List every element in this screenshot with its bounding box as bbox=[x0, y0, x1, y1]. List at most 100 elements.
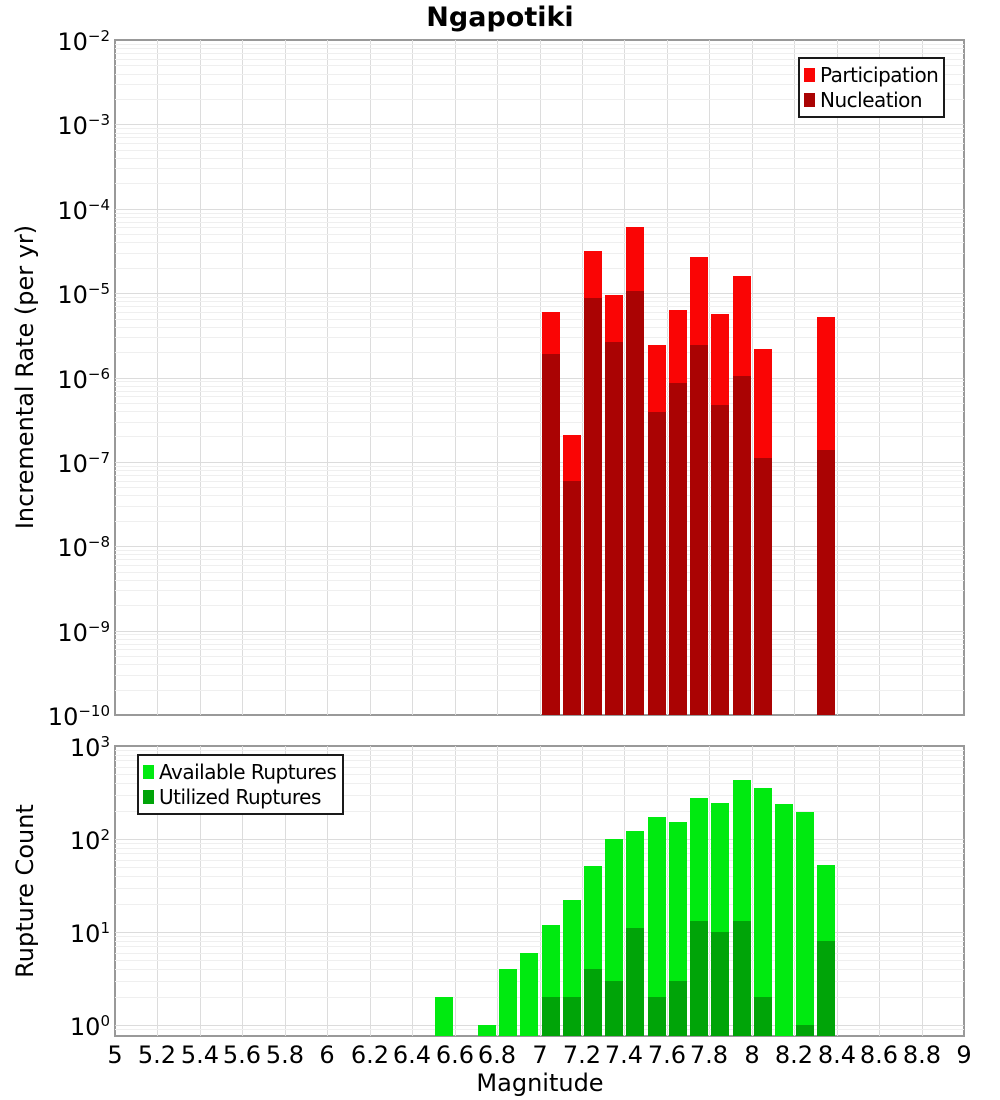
gridline-minor bbox=[115, 422, 964, 423]
gridline-minor bbox=[115, 941, 964, 942]
gridline-minor bbox=[115, 867, 964, 868]
gridline-minor bbox=[115, 981, 964, 982]
gridline-major bbox=[115, 932, 964, 933]
gridline-minor bbox=[115, 572, 964, 573]
gridline-major bbox=[115, 631, 964, 632]
utilized-bar-m8.0 bbox=[754, 997, 772, 1036]
available-bar-m6.5 bbox=[435, 997, 453, 1036]
gridline-minor bbox=[115, 48, 964, 49]
gridline-vertical bbox=[455, 40, 456, 715]
ytick-label-1e-3: 10−3 bbox=[57, 111, 110, 140]
xtick-label-6: 6 bbox=[319, 1041, 335, 1069]
gridline-minor bbox=[115, 466, 964, 467]
gridline-minor bbox=[115, 312, 964, 313]
gridline-minor bbox=[115, 168, 964, 169]
gridline-minor bbox=[115, 128, 964, 129]
gridline-vertical bbox=[242, 746, 243, 1036]
gridline-minor bbox=[115, 222, 964, 223]
gridline-minor bbox=[115, 656, 964, 657]
y-axis-title-count: Rupture Count bbox=[11, 804, 39, 978]
gridline-major bbox=[115, 124, 964, 125]
gridline-minor bbox=[115, 143, 964, 144]
xtick-label-6.4: 6.4 bbox=[392, 1041, 432, 1069]
gridline-major bbox=[115, 293, 964, 294]
y-axis-title-rate: Incremental Rate (per yr) bbox=[11, 224, 39, 530]
xtick-label-5.8: 5.8 bbox=[265, 1041, 305, 1069]
gridline-vertical bbox=[285, 40, 286, 715]
gridline-minor bbox=[115, 675, 964, 676]
gridline-vertical bbox=[794, 746, 795, 1036]
ytick-label-1e-4: 10−4 bbox=[57, 196, 110, 225]
gridline-minor bbox=[115, 639, 964, 640]
available-bar-m8.1 bbox=[775, 804, 793, 1036]
xtick-label-6.6: 6.6 bbox=[435, 1041, 475, 1069]
gridline-minor bbox=[115, 234, 964, 235]
x-axis-title: Magnitude bbox=[476, 1069, 604, 1097]
legend-label-utilized: Utilized Ruptures bbox=[159, 784, 321, 809]
gridline-major bbox=[115, 839, 964, 840]
gridline-minor bbox=[115, 946, 964, 947]
gridline-minor bbox=[115, 521, 964, 522]
gridline-minor bbox=[115, 848, 964, 849]
gridline-minor bbox=[115, 301, 964, 302]
xtick-label-5.2: 5.2 bbox=[137, 1041, 177, 1069]
gridline-vertical bbox=[327, 746, 328, 1036]
gridline-vertical bbox=[582, 746, 583, 1036]
gridline-vertical bbox=[497, 746, 498, 1036]
gridline-vertical bbox=[412, 40, 413, 715]
gridline-minor bbox=[115, 783, 964, 784]
gridline-major bbox=[115, 209, 964, 210]
gridline-vertical bbox=[794, 40, 795, 715]
gridline-minor bbox=[115, 506, 964, 507]
gridline-minor bbox=[115, 386, 964, 387]
gridline-minor bbox=[115, 396, 964, 397]
available-bar-m6.7 bbox=[478, 1025, 496, 1036]
gridline-minor bbox=[115, 843, 964, 844]
utilized-bar-m7.4 bbox=[626, 928, 644, 1036]
xtick-label-8.2: 8.2 bbox=[774, 1041, 814, 1069]
utilized-bar-m7.0 bbox=[542, 997, 560, 1036]
nucleation-bar-m7.7 bbox=[690, 345, 708, 715]
xtick-label-7.8: 7.8 bbox=[689, 1041, 729, 1069]
utilized-bar-m7.6 bbox=[669, 981, 687, 1036]
legend-item-utilized: Utilized Ruptures bbox=[143, 787, 338, 807]
utilized-bar-m8.2 bbox=[796, 1025, 814, 1036]
gridline-minor bbox=[115, 755, 964, 756]
ytick-label-1e3: 103 bbox=[69, 733, 110, 762]
gridline-minor bbox=[115, 306, 964, 307]
utilized-swatch-icon bbox=[143, 789, 154, 804]
gridline-vertical bbox=[370, 746, 371, 1036]
utilized-bar-m7.8 bbox=[711, 932, 729, 1036]
available-bar-m6.9 bbox=[520, 953, 538, 1036]
gridline-minor bbox=[115, 888, 964, 889]
nucleation-bar-m7.4 bbox=[626, 291, 644, 715]
gridline-vertical bbox=[624, 746, 625, 1036]
gridline-minor bbox=[115, 470, 964, 471]
legend-item-nucleation: Nucleation bbox=[804, 90, 939, 110]
ytick-label-1e2: 102 bbox=[69, 826, 110, 855]
gridline-minor bbox=[115, 84, 964, 85]
gridline-vertical bbox=[540, 40, 541, 715]
gridline-vertical bbox=[879, 746, 880, 1036]
xtick-label-6.2: 6.2 bbox=[350, 1041, 390, 1069]
gridline-major bbox=[115, 1025, 964, 1026]
gridline-vertical bbox=[455, 746, 456, 1036]
gridline-minor bbox=[115, 750, 964, 751]
rate-plot-panel bbox=[114, 39, 965, 716]
nucleation-swatch-icon bbox=[804, 92, 815, 107]
gridline-vertical bbox=[922, 746, 923, 1036]
gridline-vertical bbox=[370, 40, 371, 715]
ytick-label-1e-10: 10−10 bbox=[47, 702, 110, 731]
xtick-label-8.4: 8.4 bbox=[817, 1041, 857, 1069]
utilized-bar-m7.3 bbox=[605, 981, 623, 1036]
gridline-minor bbox=[115, 133, 964, 134]
gridline-vertical bbox=[285, 746, 286, 1036]
nucleation-bar-m7.6 bbox=[669, 383, 687, 715]
gridline-vertical bbox=[922, 40, 923, 715]
available-bar-m6.8 bbox=[499, 969, 517, 1036]
gridline-minor bbox=[115, 158, 964, 159]
gridline-vertical bbox=[837, 746, 838, 1036]
nucleation-bar-m7.3 bbox=[605, 342, 623, 715]
gridline-minor bbox=[115, 936, 964, 937]
gridline-minor bbox=[115, 644, 964, 645]
